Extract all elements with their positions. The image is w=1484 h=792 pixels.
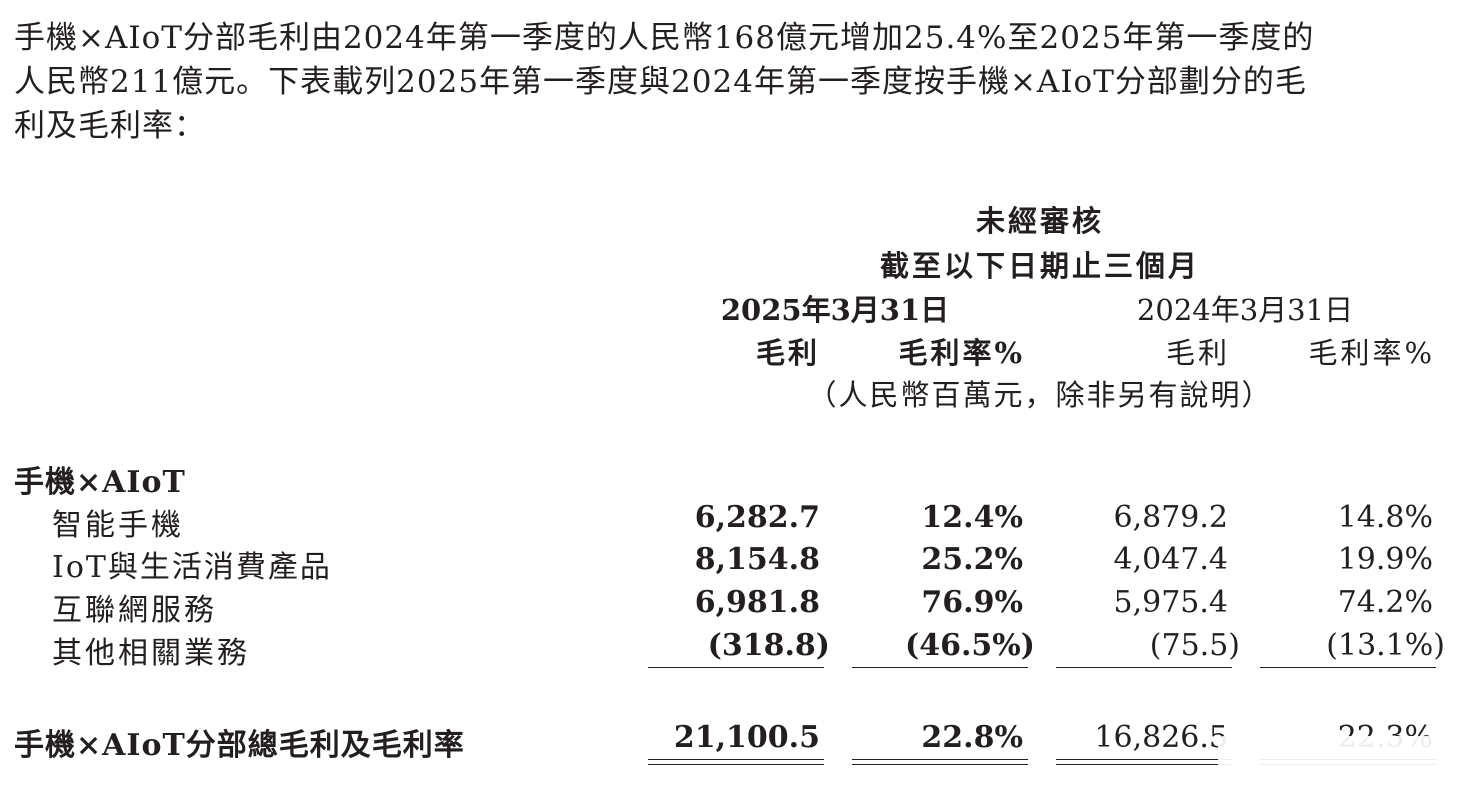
row-label-iot: IoT與生活消費產品 [52,550,332,585]
total-double-rule [648,759,824,765]
row-gm-2025: 12.4% [921,500,1023,535]
total-gp-2024: 16,826.5 [1094,720,1228,755]
subtotal-rule [852,667,1028,668]
subtotal-rule [648,667,824,668]
row-gp-2025: 6,981.8 [694,585,820,620]
intro-paragraph: 手機×AIoT分部毛利由2024年第一季度的人民幣168億元增加25.4%至20… [14,16,1464,148]
total-gp-2025: 21,100.5 [673,720,820,755]
header-unit-note: （人民幣百萬元，除非另有說明） [807,378,1273,412]
header-period: 截至以下日期止三個月 [879,249,1200,283]
row-gp-2024: (75.5) [1149,628,1240,663]
row-gp-2024: 4,047.4 [1113,542,1228,577]
header-date-2025: 2025年3月31日 [720,293,950,327]
section-title: 手機×AIoT [14,465,186,500]
header-gross-margin-2025: 毛利率% [898,336,1025,370]
row-gp-2025: 6,282.7 [694,500,820,535]
row-gp-2024: 5,975.4 [1113,585,1228,620]
total-double-rule [852,759,1028,765]
row-label-other: 其他相關業務 [52,636,250,671]
header-unaudited: 未經審核 [975,204,1104,238]
header-gross-profit-2024: 毛利 [1165,336,1230,370]
row-gm-2024: 19.9% [1337,542,1433,577]
watermark-overlay [1218,736,1462,778]
row-gm-2025: 76.9% [921,585,1023,620]
row-label-smartphones: 智能手機 [52,508,184,543]
row-gm-2024: 14.8% [1337,500,1433,535]
intro-line-1: 手機×AIoT分部毛利由2024年第一季度的人民幣168億元增加25.4%至20… [14,20,1315,56]
row-gp-2025: 8,154.8 [694,542,820,577]
intro-line-3: 利及毛利率： [14,108,206,144]
row-gp-2025: (318.8) [707,628,830,663]
subtotal-rule [1260,667,1436,668]
header-date-2024: 2024年3月31日 [1136,293,1354,327]
total-label: 手機×AIoT分部總毛利及毛利率 [14,728,465,763]
row-gm-2025: 25.2% [921,542,1023,577]
row-gp-2024: 6,879.2 [1113,500,1228,535]
header-gross-profit-2025: 毛利 [755,336,820,370]
intro-line-2: 人民幣211億元。下表載列2025年第一季度與2024年第一季度按手機×AIoT… [14,64,1307,100]
header-gross-margin-2024: 毛利率% [1308,336,1435,370]
row-gm-2024: (13.1%) [1326,628,1445,663]
row-label-internet: 互聯網服務 [52,593,217,628]
row-gm-2025: (46.5%) [905,628,1035,663]
total-double-rule [1056,759,1232,765]
total-gm-2025: 22.8% [921,720,1023,755]
row-gm-2024: 74.2% [1337,585,1433,620]
subtotal-rule [1056,667,1232,668]
